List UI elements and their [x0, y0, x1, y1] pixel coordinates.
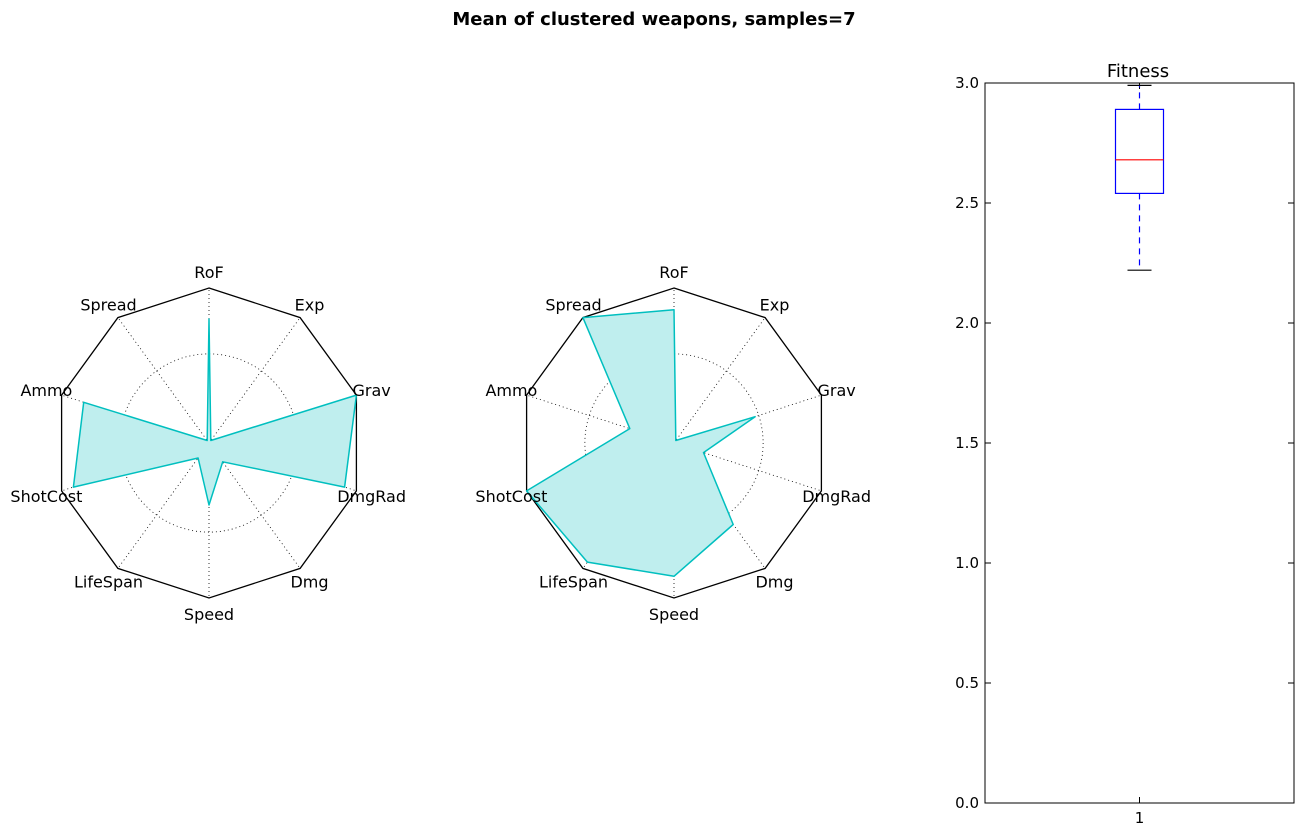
y-tick-label: 2.5 [955, 194, 979, 212]
radar-axis-label: Spread [80, 296, 136, 315]
radar-axis-label: ShotCost [475, 487, 547, 506]
radar-axis-label: ShotCost [10, 487, 82, 506]
radar-axis-label: Grav [352, 381, 390, 400]
boxplot-title: Fitness [1107, 61, 1169, 82]
radar-grid-circle [584, 353, 764, 533]
radar-axis-label: RoF [659, 263, 688, 282]
radar-axis-label: RoF [194, 263, 223, 282]
radar-data-area [72, 318, 358, 506]
y-tick-label: 1.5 [955, 434, 979, 452]
radar-axis-label: Speed [649, 605, 699, 624]
radar-axis-label: Dmg [755, 572, 793, 591]
radar-axis-label: DmgRad [337, 487, 406, 506]
radar-spoke [673, 317, 766, 444]
radar-axis-label: LifeSpan [539, 572, 608, 591]
radar-axis-label: Ammo [485, 381, 537, 400]
radar-axis-label: DmgRad [802, 487, 871, 506]
fitness-boxplot: Fitness 0.0 0.5 1.0 1.5 2.0 2.5 3.0 1 [955, 61, 1295, 827]
radar-data-area [525, 308, 756, 578]
radar-axis-label: LifeSpan [74, 572, 143, 591]
y-tick-label: 0.0 [955, 794, 979, 812]
radar-axis-label: Spread [545, 296, 601, 315]
x-tick-label: 1 [1135, 809, 1145, 827]
radar-axis-label: Ammo [20, 381, 72, 400]
radar-axis-label: Exp [295, 296, 325, 315]
radar-frame [60, 287, 358, 599]
y-tick-label: 0.5 [955, 674, 979, 692]
radar-frame [525, 287, 823, 599]
radar-axis-label: Grav [817, 381, 855, 400]
y-tick-label: 1.0 [955, 554, 979, 572]
radar-axis-label: Dmg [290, 572, 328, 591]
radar-axis-label: Speed [184, 605, 234, 624]
iqr-box [1114, 108, 1165, 195]
plot-frame [984, 82, 1295, 804]
radar-chart-1: RoF Exp Grav DmgRad Dmg Speed LifeSpan ShotCost… [10, 263, 406, 624]
radar-axis-label: Exp [760, 296, 790, 315]
y-tick-label: 3.0 [955, 74, 979, 92]
figure-title: Mean of clustered weapons, samples=7 [452, 9, 855, 30]
radar-chart-2: RoF Exp Grav DmgRad Dmg Speed LifeSpan ShotCost… [475, 263, 871, 624]
y-tick-label: 2.0 [955, 314, 979, 332]
